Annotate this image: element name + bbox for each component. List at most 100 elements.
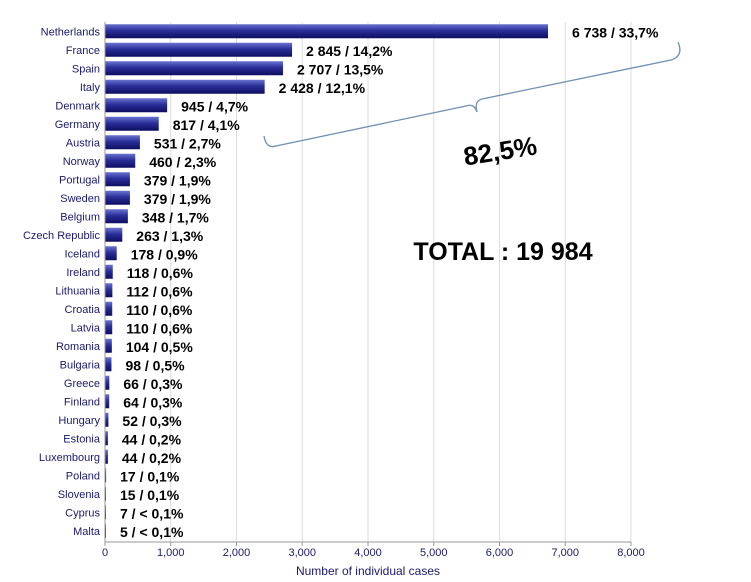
bar — [105, 135, 140, 150]
bar — [105, 301, 113, 316]
category-label: Portugal — [59, 174, 100, 186]
bar — [105, 209, 128, 224]
bar — [105, 394, 110, 409]
data-label: 118 / 0,6% — [127, 265, 194, 281]
category-label: Germany — [55, 119, 101, 131]
category-label: Finland — [64, 396, 100, 408]
x-tick-label: 6,000 — [486, 547, 514, 559]
category-label: Sweden — [60, 193, 100, 205]
x-tick-label: 3,000 — [288, 547, 316, 559]
category-label: Netherlands — [41, 26, 101, 38]
bar — [105, 264, 113, 279]
bar — [105, 42, 293, 57]
data-label: 460 / 2,3% — [149, 154, 216, 170]
x-tick-label: 1,000 — [157, 547, 185, 559]
data-label: 7 / < 0,1% — [120, 505, 184, 521]
category-label: Hungary — [58, 415, 100, 427]
bars — [105, 24, 549, 538]
axes: Netherlands France Spain Italy Denmark German… — [23, 22, 645, 559]
category-label: Norway — [63, 156, 101, 168]
bar — [105, 24, 549, 39]
bar — [105, 190, 130, 205]
category-label: Lithuania — [55, 285, 101, 297]
data-label: 5 / < 0,1% — [120, 524, 184, 540]
category-label: Estonia — [63, 433, 101, 445]
bar — [105, 79, 265, 94]
bar — [105, 320, 113, 335]
grid-lines — [104, 22, 632, 542]
bar — [105, 246, 117, 261]
data-labels: 6 738 / 33,7% 2 845 / 14,2% 2 707 / 13,5% 2… — [120, 24, 659, 540]
x-axis-title: Number of individual cases — [296, 564, 440, 578]
data-label: 104 / 0,5% — [126, 339, 193, 355]
data-label: 110 / 0,6% — [126, 302, 193, 318]
bar — [105, 375, 110, 390]
data-label: 379 / 1,9% — [144, 172, 211, 188]
bar — [105, 338, 112, 353]
category-label: Romania — [56, 341, 101, 353]
data-label: 17 / 0,1% — [120, 468, 180, 484]
category-label: Spain — [72, 63, 100, 75]
bar — [105, 153, 136, 168]
bar — [105, 98, 168, 113]
data-label: 348 / 1,7% — [142, 209, 209, 225]
bar — [105, 431, 108, 446]
data-label: 112 / 0,6% — [126, 283, 193, 299]
x-tick-label: 4,000 — [354, 547, 382, 559]
bar — [105, 116, 159, 131]
data-label: 945 / 4,7% — [181, 98, 248, 114]
data-label: 6 738 / 33,7% — [572, 24, 659, 40]
category-label: Italy — [80, 82, 101, 94]
category-label: Malta — [73, 526, 101, 538]
data-label: 178 / 0,9% — [131, 246, 198, 262]
brace-percentage-label: 82,5% — [461, 130, 539, 171]
data-label: 2 845 / 14,2% — [306, 43, 393, 59]
category-label: Croatia — [65, 304, 101, 316]
data-label: 263 / 1,3% — [136, 228, 203, 244]
data-label: 44 / 0,2% — [122, 431, 182, 447]
category-label: Czech Republic — [23, 230, 101, 242]
data-label: 98 / 0,5% — [125, 357, 185, 373]
x-tick-label: 2,000 — [223, 547, 251, 559]
total-label: TOTAL : 19 984 — [413, 238, 592, 266]
category-label: Ireland — [66, 267, 100, 279]
data-label: 52 / 0,3% — [122, 413, 182, 429]
bar — [105, 61, 283, 76]
data-label: 2 707 / 13,5% — [297, 61, 384, 77]
category-label: Luxembourg — [39, 452, 100, 464]
x-tick-label: 5,000 — [420, 547, 448, 559]
bar — [105, 227, 123, 242]
x-tick-label: 8,000 — [617, 547, 645, 559]
data-label: 817 / 4,1% — [173, 117, 240, 133]
category-label: Belgium — [60, 211, 100, 223]
bar — [105, 449, 108, 464]
data-label: 44 / 0,2% — [122, 450, 182, 466]
bar — [105, 468, 107, 483]
x-tick-label: 7,000 — [551, 547, 579, 559]
bar — [105, 172, 130, 187]
category-label: Denmark — [55, 100, 100, 112]
x-tick-label: 0 — [102, 547, 108, 559]
category-label: Bulgaria — [60, 359, 101, 371]
category-label: Iceland — [65, 248, 100, 260]
category-label: Latvia — [71, 322, 101, 334]
data-label: 15 / 0,1% — [120, 487, 180, 503]
bar — [105, 283, 113, 298]
data-label: 110 / 0,6% — [126, 320, 193, 336]
data-label: 66 / 0,3% — [123, 376, 183, 392]
data-label: 2 428 / 12,1% — [279, 80, 366, 96]
bar — [105, 357, 112, 372]
category-label: Cyprus — [65, 507, 100, 519]
category-label: Greece — [64, 378, 100, 390]
data-label: 531 / 2,7% — [154, 135, 221, 151]
bar — [105, 412, 109, 427]
category-label: France — [66, 45, 100, 57]
data-label: 64 / 0,3% — [123, 394, 183, 410]
data-label: 379 / 1,9% — [144, 191, 211, 207]
category-label: Poland — [66, 470, 100, 482]
category-label: Slovenia — [58, 489, 101, 501]
category-label: Austria — [66, 137, 101, 149]
brace-shape — [263, 41, 681, 148]
